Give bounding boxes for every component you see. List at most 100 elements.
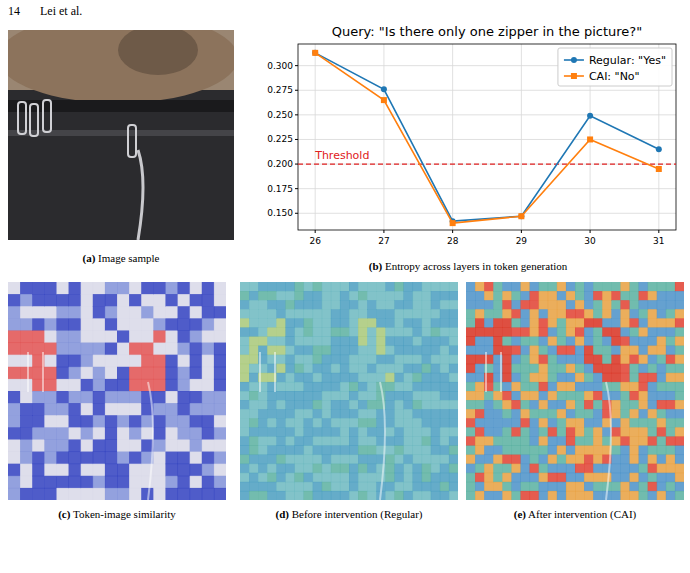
shape [331,337,341,347]
shape [105,427,118,440]
shape [385,364,395,374]
shape [466,464,476,474]
shape [630,491,640,500]
shape [240,418,250,428]
shape [258,327,268,337]
shape [258,464,268,474]
shape [530,427,540,437]
shape [431,355,441,365]
shape [639,300,649,310]
shape [93,330,106,343]
shape [548,318,558,328]
shape [557,337,567,347]
shape [202,294,215,307]
shape [475,436,485,446]
shape [639,491,649,500]
shape [657,364,667,374]
shape [511,473,521,483]
panel-label: (b) [369,260,382,272]
shape [394,400,404,410]
shape [93,391,106,404]
shape [285,346,295,356]
shape [530,291,540,301]
shape [431,346,441,356]
shape [304,291,314,301]
shape [584,473,594,483]
panel-label: (d) [276,508,289,520]
shape [190,367,203,380]
shape [20,318,33,331]
shape [502,455,512,465]
shape [675,446,684,456]
shape [44,282,57,295]
shape [557,491,567,500]
shape [557,418,567,428]
shape [593,300,603,310]
shape [304,418,314,428]
shape [611,309,621,319]
shape [367,327,377,337]
shape [117,403,130,416]
shape [493,418,503,428]
shape [32,282,45,295]
shape [593,282,603,292]
shape [521,446,531,456]
shape [240,491,250,500]
shape [611,446,621,456]
shape [675,491,684,500]
shape [93,476,106,489]
shape [285,409,295,419]
shape [44,391,57,404]
grid-line [383,44,384,230]
shape [331,473,341,483]
shape [466,300,476,310]
shape [44,403,57,416]
shape [117,379,130,392]
shape [422,400,432,410]
shape [630,409,640,419]
shape [44,379,57,392]
shape [20,379,33,392]
shape [584,327,594,337]
shape [584,446,594,456]
shape [630,482,640,492]
shape [611,355,621,365]
shape [285,355,295,365]
shape [611,318,621,328]
shape [584,436,594,446]
shape [105,367,118,380]
shape [431,473,441,483]
shape [81,294,94,307]
shape [413,373,423,383]
shape [449,327,458,337]
shape [141,476,154,489]
shape [511,300,521,310]
shape [611,455,621,465]
shape [117,282,130,295]
shape [385,482,395,492]
shape [557,427,567,437]
shape [620,318,630,328]
shape [358,337,368,347]
shape [484,400,494,410]
shape [449,355,458,365]
shape [367,400,377,410]
shape [602,291,612,301]
shape [657,337,667,347]
shape [657,400,667,410]
shape [322,391,332,401]
shape [240,346,250,356]
shape [214,391,226,404]
shape [675,355,684,365]
shape [511,455,521,465]
shape [295,327,305,337]
shape [202,330,215,343]
shape [367,391,377,401]
shape [129,367,142,380]
shape [493,473,503,483]
shape [566,309,576,319]
shape [165,415,178,428]
shape [385,418,395,428]
shape [666,346,676,356]
shape [413,464,423,474]
